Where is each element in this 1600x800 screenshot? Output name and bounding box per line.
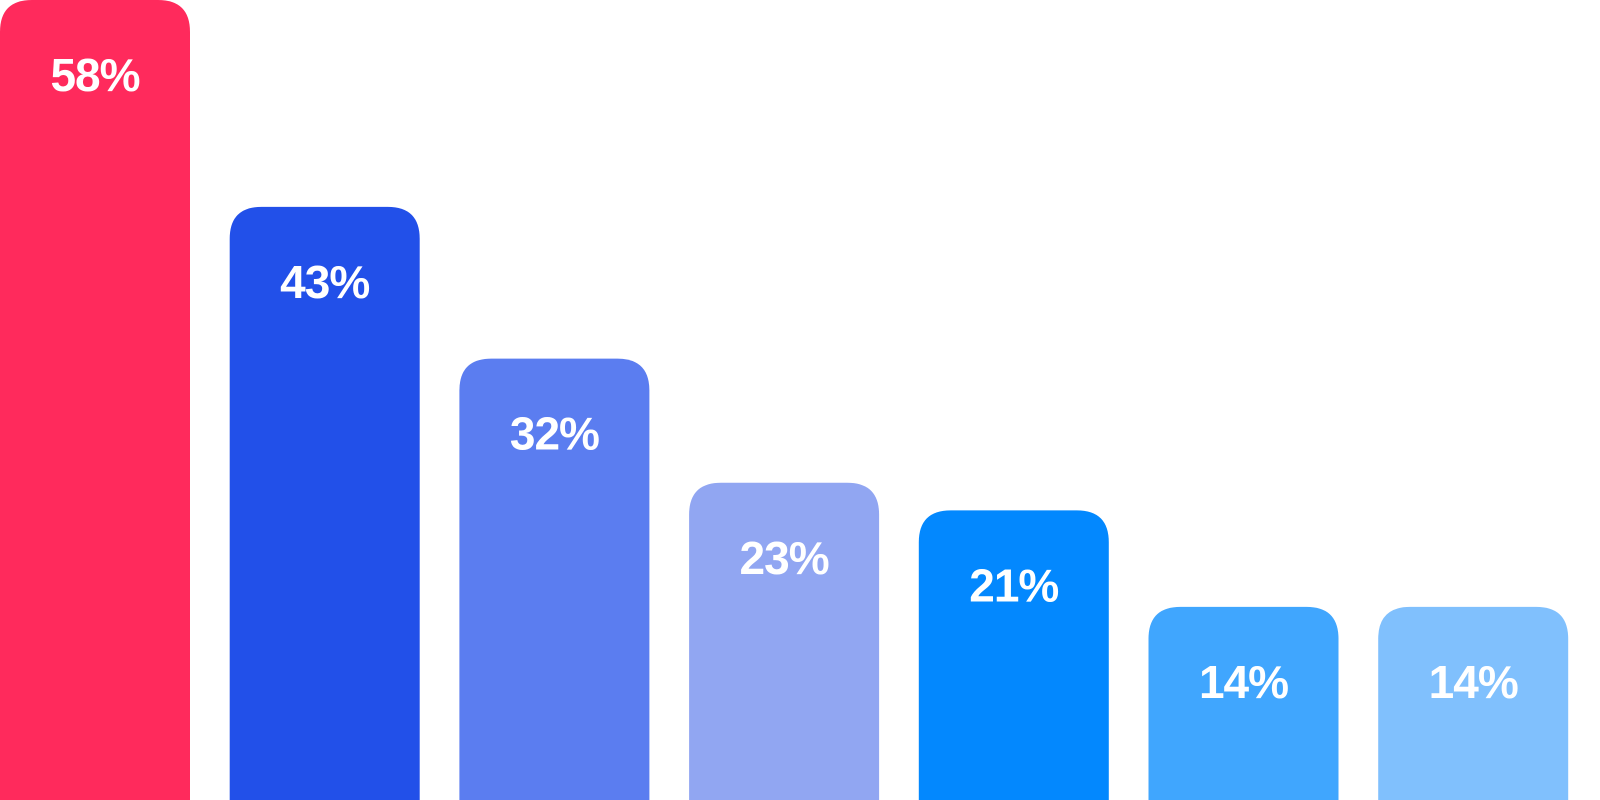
- bar-label-1: 58%: [50, 49, 139, 101]
- bar-3: [459, 358, 650, 800]
- bar-label-7: 14%: [1429, 656, 1518, 708]
- bar-6: [1148, 606, 1339, 800]
- bar-label-5: 21%: [969, 559, 1058, 611]
- bar-4: [689, 482, 880, 800]
- bar-label-6: 14%: [1199, 656, 1288, 708]
- bar-2: [229, 206, 420, 800]
- bar-5: [918, 510, 1109, 800]
- bar-7: [1378, 606, 1569, 800]
- bar-label-4: 23%: [740, 532, 829, 584]
- bar-1: [0, 0, 190, 800]
- bar-label-2: 43%: [280, 256, 369, 308]
- bar-label-3: 32%: [510, 408, 599, 460]
- labels-group: 58% 43% 32% 23% 21% 14% 14%: [50, 49, 1518, 708]
